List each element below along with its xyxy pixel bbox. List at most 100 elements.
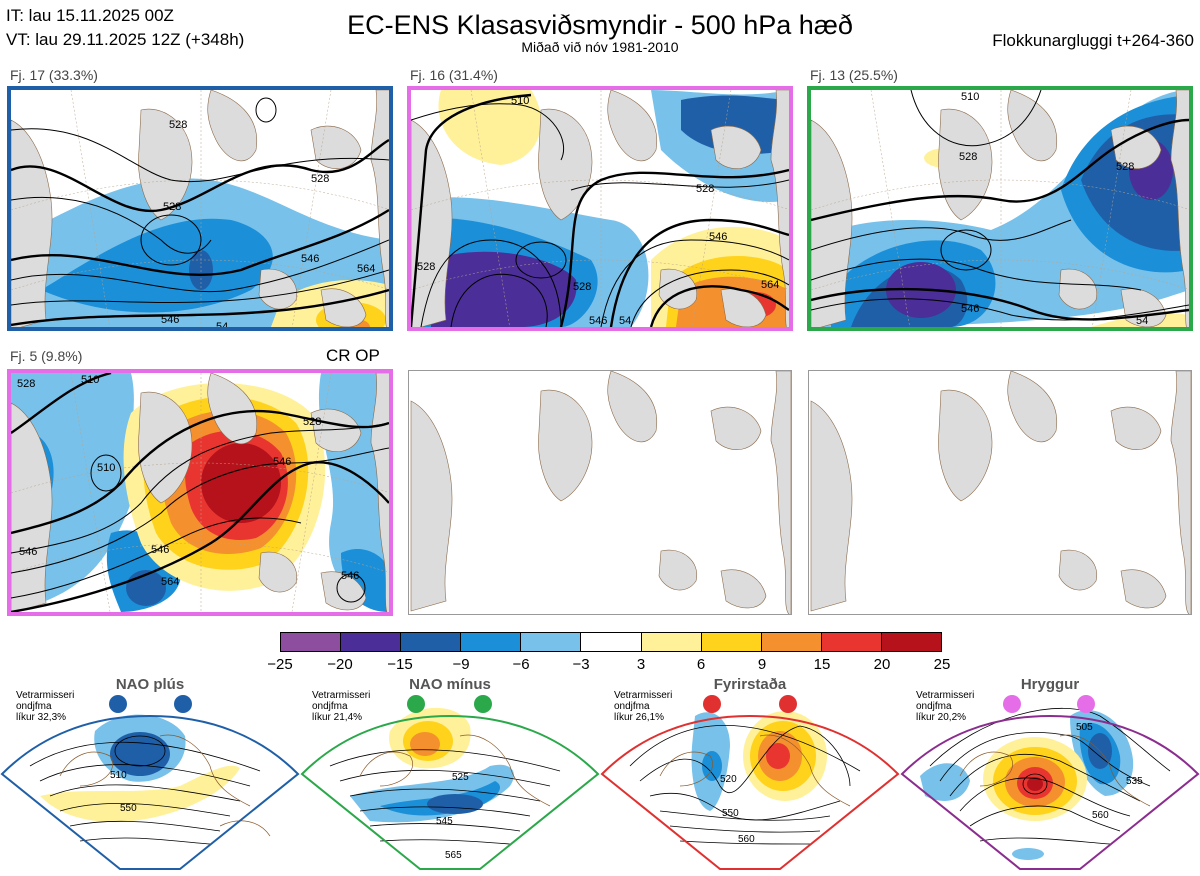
contour-label: 546 xyxy=(273,456,291,468)
contour-label: 528 xyxy=(311,173,329,185)
regime-frame xyxy=(300,714,600,870)
colorbar-tick: 20 xyxy=(873,656,891,673)
page-title: EC-ENS Klasasviðsmyndir - 500 hPa hæð xyxy=(347,10,853,40)
contour-label: 528 xyxy=(1116,161,1134,173)
regime-note-line: ondjfma xyxy=(916,701,952,712)
colorbar-swatch xyxy=(401,633,462,651)
contour-label: 510 xyxy=(81,374,99,386)
contour-label: 564 xyxy=(161,576,179,588)
colorbar-tick: 15 xyxy=(813,656,831,673)
cluster-map-2: 510 528 528 528 546 564 546 54 xyxy=(407,86,793,331)
contour-label: 546 xyxy=(589,315,607,327)
contour-label: 528 xyxy=(417,261,435,273)
contour-label: 528 xyxy=(696,183,714,195)
cr-op-label: CR OP xyxy=(326,346,380,365)
colorbar-swatch xyxy=(821,633,882,651)
contour-label: 560 xyxy=(738,834,755,845)
contour-label: 564 xyxy=(761,279,779,291)
regime-note-line: líkur 26,1% xyxy=(614,712,665,723)
colorbar-swatch xyxy=(341,633,402,651)
contour-label: 546 xyxy=(19,546,37,558)
contour-label: 560 xyxy=(1092,810,1109,821)
regime-note-line: Vetrarmisseri xyxy=(312,690,371,701)
cluster-3-label: Fj. 13 (25.5%) xyxy=(810,67,898,83)
regime-title: Hryggur xyxy=(1020,676,1080,693)
colorbar-tick: −15 xyxy=(387,656,413,673)
regime-note-line: ondjfma xyxy=(16,701,52,712)
regime-frame xyxy=(900,714,1200,870)
colorbar-swatch xyxy=(881,633,942,651)
regime-note-line: líkur 21,4% xyxy=(312,712,363,723)
cluster-4-label: Fj. 5 (9.8%) xyxy=(10,348,83,364)
init-time: IT: lau 15.11.2025 00Z xyxy=(6,6,174,25)
cluster-map-1: 528 528 528 546 546 564 582 54 xyxy=(7,86,393,331)
regime-dot xyxy=(1003,695,1021,713)
page-subtitle: Miðað við nóv 1981-2010 xyxy=(521,39,679,55)
regime-frame xyxy=(600,714,900,870)
regime-dot xyxy=(779,695,797,713)
empty-map-2 xyxy=(808,370,1192,615)
contour-label: 510 xyxy=(511,95,529,107)
contour-label: 520 xyxy=(720,774,737,785)
colorbar-swatch xyxy=(521,633,582,651)
colorbar-tick: −9 xyxy=(452,656,470,673)
cluster-2-label: Fj. 16 (31.4%) xyxy=(410,67,498,83)
regime-nao-minus: Vetrarmisseri ondjfma líkur 21,4% NAO mí… xyxy=(300,676,600,871)
contour-label: 528 xyxy=(303,416,321,428)
colorbar-swatch xyxy=(761,633,822,651)
regime-note-line: Vetrarmisseri xyxy=(614,690,673,701)
regime-note-line: líkur 32,3% xyxy=(16,712,67,723)
contour-label: 550 xyxy=(722,808,739,819)
colorbar-tick: −6 xyxy=(512,656,530,673)
regime-note-line: líkur 20,2% xyxy=(916,712,967,723)
contour-label: 545 xyxy=(436,816,453,827)
regime-frame xyxy=(0,714,300,870)
cluster-1-label: Fj. 17 (33.3%) xyxy=(10,67,98,83)
colorbar-tick: 9 xyxy=(757,656,767,673)
contour-label: 525 xyxy=(452,772,469,783)
regime-dot xyxy=(474,695,492,713)
regime-dot xyxy=(109,695,127,713)
regime-title: NAO plús xyxy=(115,676,185,693)
regime-title: Fyrirstaða xyxy=(713,676,787,693)
regime-dot xyxy=(174,695,192,713)
colorbar-tick: 6 xyxy=(696,656,706,673)
colorbar-swatch xyxy=(641,633,702,651)
colorbar-swatch xyxy=(281,633,342,651)
colorbar-tick: 3 xyxy=(636,656,646,673)
contour-label: 528 xyxy=(17,378,35,390)
colorbar-swatch xyxy=(461,633,522,651)
contour-label: 564 xyxy=(357,263,375,275)
contour-label: 546 xyxy=(151,544,169,556)
contour-label: 505 xyxy=(1076,722,1093,733)
empty-map-1 xyxy=(408,370,792,615)
regime-title: NAO mínus xyxy=(409,676,491,693)
contour-label: 510 xyxy=(961,91,979,103)
colorbar xyxy=(280,632,942,652)
regime-note-line: ondjfma xyxy=(614,701,650,712)
contour-label: 54 xyxy=(216,321,228,327)
regime-dot xyxy=(1077,695,1095,713)
valid-time: VT: lau 29.11.2025 12Z (+348h) xyxy=(6,30,245,49)
contour-label: 546 xyxy=(161,314,179,326)
colorbar-tick: 25 xyxy=(933,656,951,673)
colorbar-swatch xyxy=(701,633,762,651)
regime-note-line: Vetrarmisseri xyxy=(916,690,975,701)
regime-note-line: ondjfma xyxy=(312,701,348,712)
regime-nao-plus: Vetrarmisseri ondjfma líkur 32,3% NAO pl… xyxy=(0,676,300,871)
contour-label: 535 xyxy=(1126,776,1143,787)
cluster-map-3: 510 528 528 546 54 xyxy=(807,86,1193,331)
contour-label: 528 xyxy=(959,151,977,163)
contour-label: 565 xyxy=(445,850,462,861)
regime-blocking: Vetrarmisseri ondjfma líkur 26,1% Fyrirs… xyxy=(600,676,900,871)
contour-label: 546 xyxy=(341,570,359,582)
regime-dot xyxy=(703,695,721,713)
contour-label: 54 xyxy=(1136,315,1148,327)
contour-label: 528 xyxy=(169,119,187,131)
contour-label: 528 xyxy=(573,281,591,293)
regime-note-line: Vetrarmisseri xyxy=(16,690,75,701)
colorbar-swatch xyxy=(581,633,642,651)
colorbar-tick: −25 xyxy=(267,656,293,673)
contour-label: 550 xyxy=(120,803,137,814)
contour-label: 528 xyxy=(163,201,181,213)
